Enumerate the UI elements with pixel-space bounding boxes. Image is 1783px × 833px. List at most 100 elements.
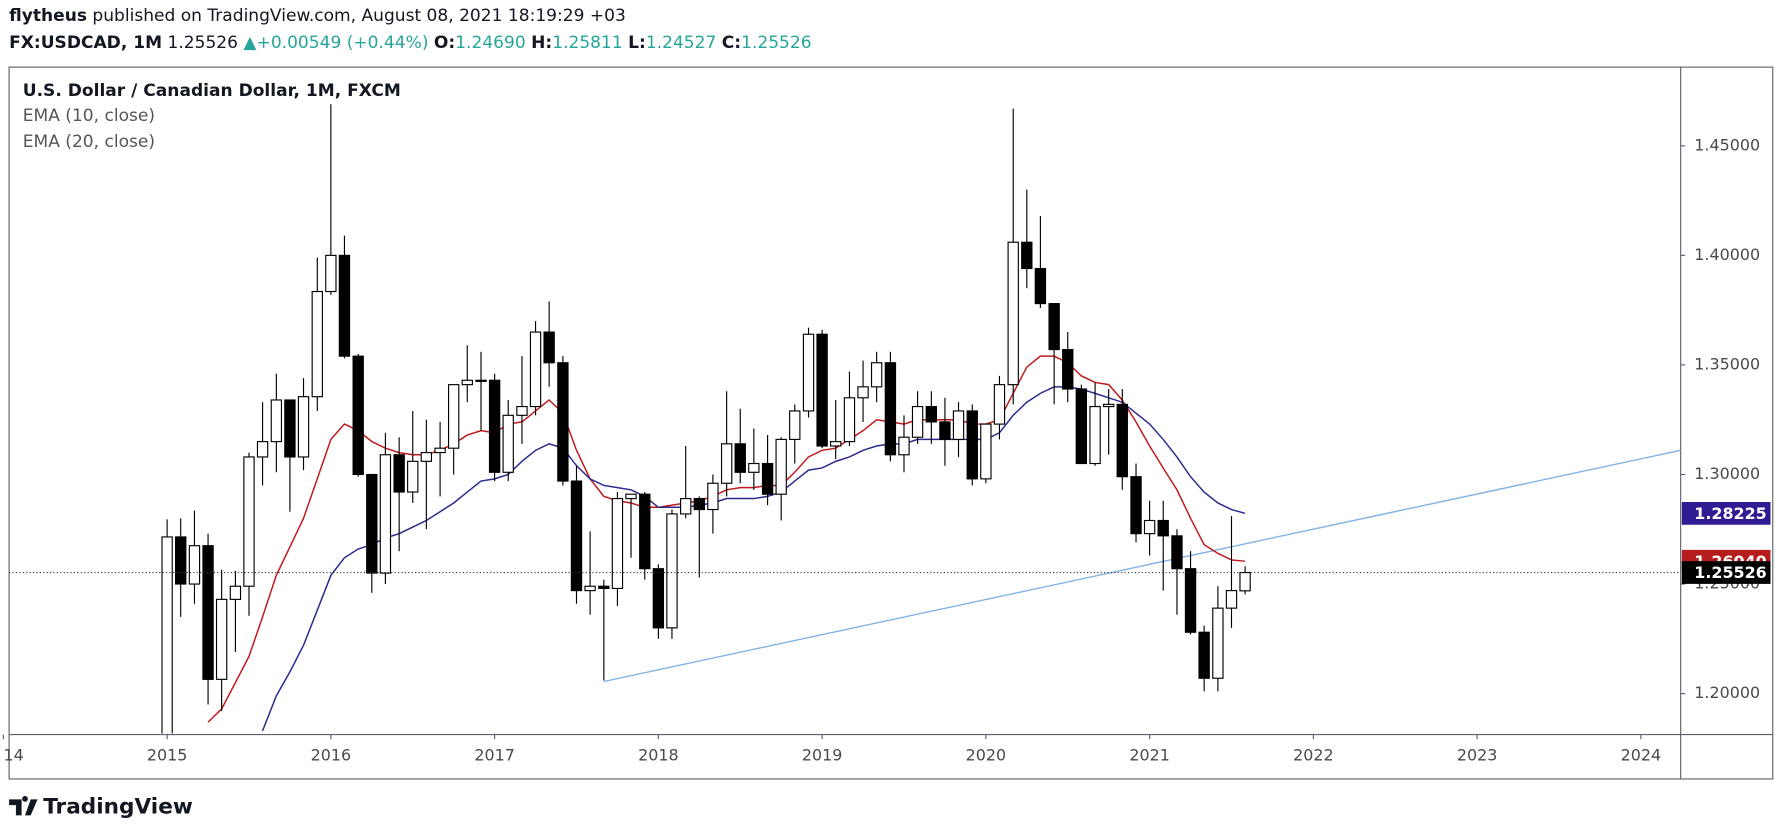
x-tick-label: 2015 (147, 746, 187, 765)
candle-body (1075, 388, 1088, 465)
candle-body (311, 290, 323, 398)
candle-body (297, 396, 310, 458)
candle-body (1007, 241, 1019, 386)
candle-body (229, 585, 242, 600)
candle-body (1212, 607, 1224, 679)
h-label: H: (531, 33, 552, 53)
y-tick-label: 1.20000 (1694, 683, 1760, 702)
candle-body (830, 441, 842, 447)
legend-ema10: EMA (10, close) (23, 106, 155, 126)
candle-body (1062, 349, 1074, 390)
close: 1.25526 (741, 33, 812, 53)
candle-body (379, 454, 392, 574)
last-price-label-box (1681, 561, 1771, 584)
candle-body (366, 473, 378, 574)
candle-body (720, 443, 733, 484)
ema-price-label-box (1681, 502, 1771, 525)
candle-body (625, 493, 637, 500)
candle-body (980, 423, 992, 480)
x-tick-label: 2024 (1621, 746, 1661, 765)
author: flytheus (9, 6, 87, 26)
candle-body (734, 443, 746, 473)
candle-body (598, 585, 610, 589)
candle-body (857, 386, 869, 399)
candle-body (802, 333, 815, 412)
l-label: L: (628, 33, 646, 53)
candle-body (884, 362, 897, 456)
trendline (603, 449, 1681, 683)
candle-body (325, 254, 337, 293)
candle-body (215, 598, 228, 680)
y-tick-label: 1.40000 (1694, 245, 1760, 264)
candle-body (161, 536, 173, 734)
candle-body (639, 493, 651, 570)
candle-body (1116, 403, 1128, 478)
symbol: FX:USDCAD, 1M (9, 33, 162, 53)
candle-body (461, 379, 473, 386)
candle-body (1184, 568, 1197, 633)
candle-body (1102, 403, 1115, 408)
arrow: ▲ (243, 33, 257, 53)
candle-body (1034, 267, 1047, 305)
candle-body (175, 536, 187, 585)
candle-body (611, 498, 624, 589)
candle-body (680, 498, 692, 515)
candle-body (789, 410, 801, 440)
candle-body (1143, 519, 1156, 535)
open: 1.24690 (455, 33, 526, 53)
candle-body (202, 545, 214, 680)
candle-body (952, 410, 965, 440)
candle-body (748, 462, 760, 473)
candle-body (1171, 535, 1183, 570)
brand: TradingView (43, 794, 193, 819)
candle-body (870, 362, 883, 388)
candle-body (447, 384, 460, 449)
x-tick-label: 2017 (474, 746, 514, 765)
y-tick-label: 1.30000 (1694, 464, 1760, 483)
change: +0.00549 (+0.44%) (257, 33, 429, 53)
candle-body (516, 405, 528, 416)
c-label: C: (722, 33, 741, 53)
candle-body (256, 441, 269, 458)
y-tick-label: 1.45000 (1694, 135, 1760, 154)
axes: 1.200001.250001.300001.350001.400001.450… (2, 135, 1771, 765)
header-line-2: FX:USDCAD, 1M 1.25526 ▲+0.00549 (+0.44%)… (9, 33, 811, 53)
candle-body (1089, 405, 1101, 465)
candle-body (270, 399, 283, 443)
candle-body (529, 331, 542, 408)
ema-price-label: 1.28225 (1694, 504, 1766, 523)
chart-title: U.S. Dollar / Canadian Dollar, 1M, FXCM (23, 81, 401, 101)
candle-body (502, 414, 514, 473)
candle-body (284, 399, 296, 458)
x-tick-label: 2023 (1457, 746, 1497, 765)
logo-icon (9, 796, 38, 816)
x-tick-label: 14 (4, 746, 24, 765)
candle-body (188, 545, 201, 585)
high: 1.25811 (552, 33, 623, 53)
candle-body (407, 460, 419, 493)
candle-body (488, 379, 501, 473)
candle-body (420, 452, 433, 462)
candle-body (1048, 303, 1060, 351)
candle-body (925, 405, 938, 423)
candle-body (993, 384, 1006, 425)
legend-ema20: EMA (20, close) (23, 132, 155, 152)
chart-frame (8, 66, 1774, 780)
candle-body (939, 421, 951, 440)
candle-body (816, 333, 828, 447)
x-tick-label: 2020 (966, 746, 1006, 765)
candle-body (543, 331, 555, 364)
candle-body (666, 513, 678, 629)
candle-body (1239, 571, 1251, 592)
candle-body (761, 462, 774, 495)
low: 1.24527 (646, 33, 717, 53)
candle-body (843, 397, 856, 443)
plot-area (9, 104, 1681, 734)
last-price: 1.25526 (167, 33, 238, 53)
candle-body (1021, 241, 1033, 270)
candle-body (775, 438, 787, 495)
candle-body (475, 379, 487, 382)
candle-body (707, 482, 719, 511)
